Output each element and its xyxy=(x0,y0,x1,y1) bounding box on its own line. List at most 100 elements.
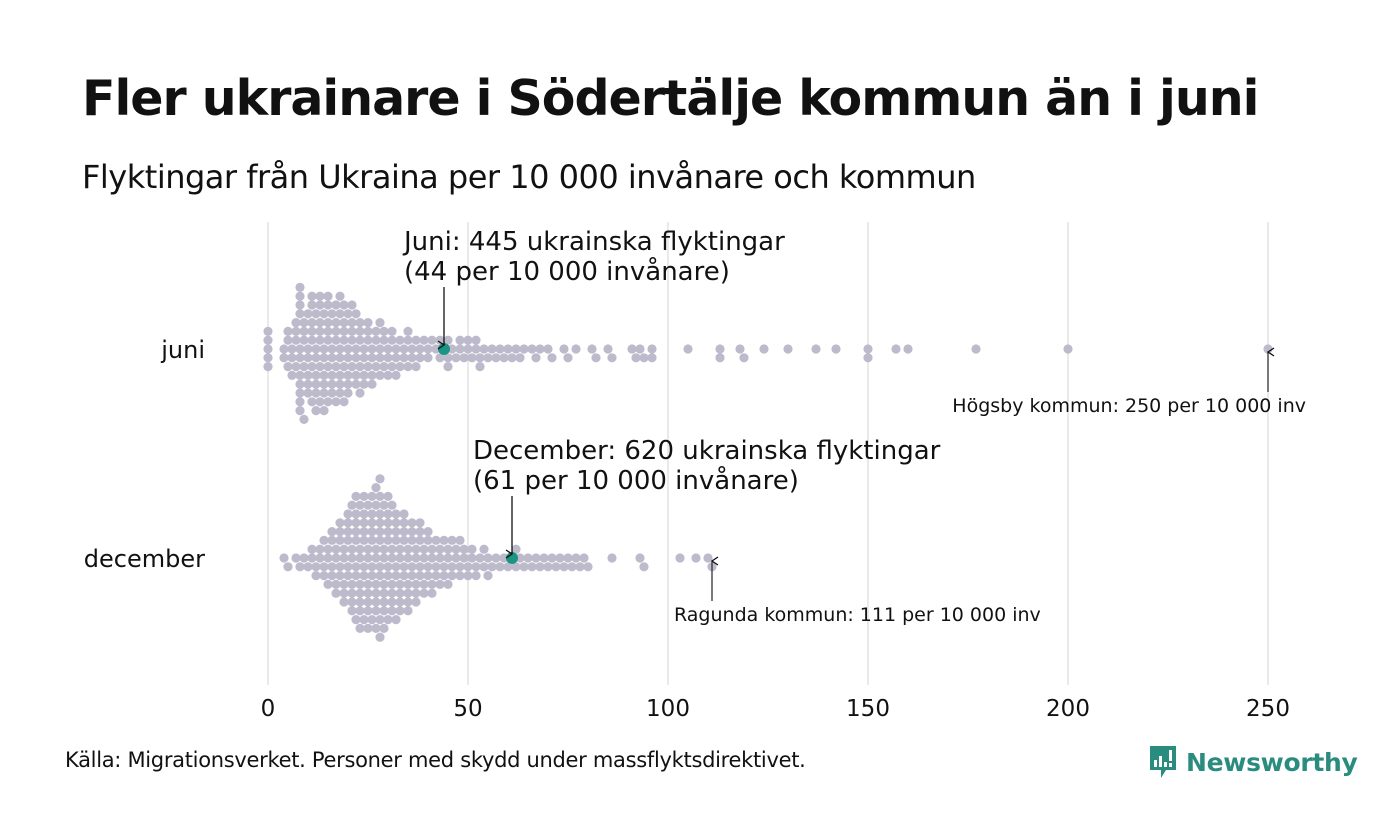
swarm-dot-december xyxy=(403,588,413,598)
swarm-dot-juni xyxy=(375,344,385,354)
swarm-dot-juni xyxy=(347,362,357,372)
swarm-dot-juni xyxy=(387,362,397,372)
swarm-dot-december xyxy=(343,571,353,581)
swarm-dot-juni xyxy=(971,344,981,354)
swarm-dot-december xyxy=(491,553,501,563)
swarm-dot-juni xyxy=(863,353,873,363)
swarm-dot-december xyxy=(451,553,461,563)
swarm-dot-december xyxy=(419,579,429,590)
swarm-dot-juni xyxy=(315,362,325,372)
swarm-dot-december xyxy=(483,571,493,581)
swarm-dot-juni xyxy=(495,344,505,354)
swarm-dot-december xyxy=(311,571,321,581)
swarm-dot-juni xyxy=(263,344,273,354)
swarm-dot-juni xyxy=(435,353,445,363)
swarm-dot-december xyxy=(319,571,329,581)
swarm-dot-december xyxy=(367,615,377,625)
swarm-dot-juni xyxy=(363,335,373,345)
swarm-dot-december xyxy=(575,562,585,572)
swarm-dot-juni xyxy=(299,362,309,372)
swarm-dot-juni xyxy=(491,353,501,363)
swarm-dot-juni xyxy=(591,353,601,363)
swarm-dot-juni xyxy=(363,318,373,328)
swarm-dot-december xyxy=(395,553,405,563)
swarm-dot-december xyxy=(359,562,369,572)
swarm-dot-december xyxy=(559,562,569,572)
swarm-dot-december xyxy=(359,571,369,581)
swarm-dot-december xyxy=(359,615,369,625)
swarm-dot-juni xyxy=(331,335,341,345)
swarm-dot-juni xyxy=(391,353,401,363)
swarm-dot-juni xyxy=(563,353,573,363)
swarm-dot-december xyxy=(323,579,333,590)
swarm-dot-december xyxy=(447,571,457,581)
x-axis-ticks: 0 50 100 150 200 250 xyxy=(261,696,1290,722)
swarm-dot-december xyxy=(371,606,381,616)
x-tick-label: 200 xyxy=(1046,696,1090,722)
swarm-dot-december xyxy=(363,500,373,510)
swarm-dot-december xyxy=(439,562,449,572)
swarm-dot-december xyxy=(367,509,377,519)
swarm-dot-december xyxy=(375,491,385,501)
swarm-dot-juni xyxy=(355,335,365,345)
swarm-dot-juni xyxy=(339,326,349,336)
swarm-dot-juni xyxy=(423,353,433,363)
swarm-dot-december xyxy=(443,544,453,554)
swarm-dot-december xyxy=(375,535,385,546)
swarm-dot-december xyxy=(503,562,513,572)
swarm-dot-december xyxy=(339,553,349,563)
swarm-dot-december xyxy=(327,571,337,581)
swarm-dot-juni xyxy=(471,344,481,354)
swarm-dot-juni xyxy=(531,353,541,363)
swarm-dot-juni xyxy=(311,388,321,398)
juni-highlight-label-line1: Juni: 445 ukrainska flyktingar xyxy=(402,227,785,257)
swarm-dot-juni xyxy=(355,362,365,372)
swarm-dot-december xyxy=(335,518,345,528)
swarm-dot-december xyxy=(307,544,317,554)
swarm-dot-december xyxy=(423,527,433,537)
swarm-dot-juni xyxy=(263,353,273,363)
swarm-dot-juni xyxy=(811,344,821,354)
swarm-dot-december xyxy=(535,562,545,572)
swarm-dot-december xyxy=(331,579,341,590)
swarm-dot-december xyxy=(355,500,365,510)
swarm-dot-december xyxy=(367,535,377,546)
swarm-dot-december xyxy=(467,544,477,554)
swarm-dot-december xyxy=(403,597,413,607)
swarm-dot-juni xyxy=(359,353,369,363)
swarm-dot-december xyxy=(423,571,433,581)
swarm-dot-december xyxy=(463,571,473,581)
swarm-dot-juni xyxy=(387,335,397,345)
swarm-dot-december xyxy=(311,562,321,572)
swarm-dot-december xyxy=(451,544,461,554)
swarm-dot-december xyxy=(523,553,533,563)
swarm-dot-juni xyxy=(307,326,317,336)
swarm-dot-december xyxy=(327,535,337,546)
swarm-dot-juni xyxy=(451,353,461,363)
swarm-dot-december xyxy=(339,597,349,607)
swarm-dot-juni xyxy=(307,291,317,301)
swarm-dot-juni xyxy=(515,353,525,363)
swarm-dot-december xyxy=(383,571,393,581)
swarm-dot-juni xyxy=(395,335,405,345)
swarm-dot-december xyxy=(423,562,433,572)
source-note: Källa: Migrationsverket. Personer med sk… xyxy=(65,748,806,772)
swarm-dot-juni xyxy=(327,388,337,398)
swarm-dot-juni xyxy=(891,344,901,354)
swarm-dot-juni xyxy=(311,309,321,319)
swarm-dot-juni xyxy=(519,344,529,354)
swarm-dot-december xyxy=(391,571,401,581)
swarm-dot-juni xyxy=(295,300,305,310)
swarm-dot-december xyxy=(395,544,405,554)
swarm-dot-juni xyxy=(363,326,373,336)
swarm-dot-december xyxy=(359,535,369,546)
swarm-dot-december xyxy=(479,544,489,554)
swarm-dot-december xyxy=(391,527,401,537)
swarm-dot-december xyxy=(391,535,401,546)
swarm-dot-juni xyxy=(443,353,453,363)
swarm-dot-december xyxy=(387,553,397,563)
swarm-dot-juni xyxy=(379,335,389,345)
swarm-dot-juni xyxy=(627,344,637,354)
swarm-dot-juni xyxy=(459,353,469,363)
swarm-dot-juni xyxy=(463,335,473,345)
